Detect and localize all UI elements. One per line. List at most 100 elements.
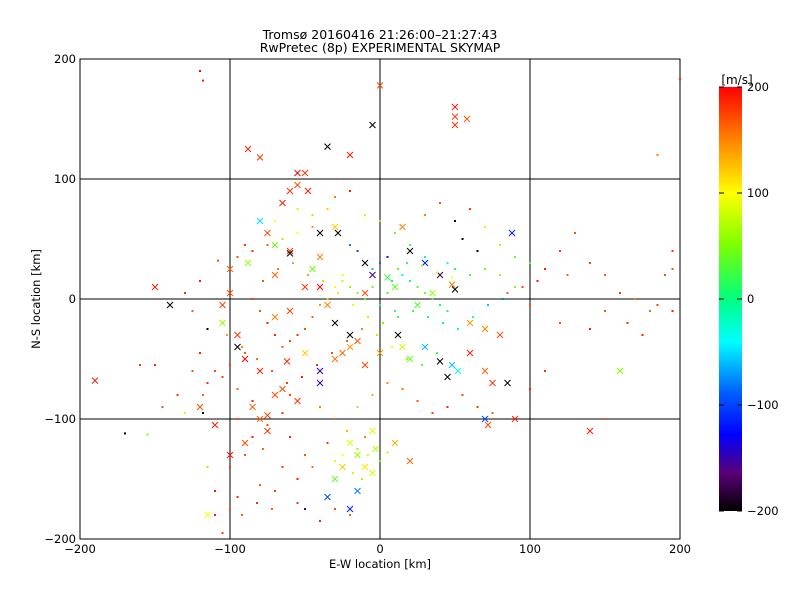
cross-marker [204,511,211,519]
dot-marker [206,382,209,384]
cross-marker [504,379,511,387]
cross-marker [369,271,376,279]
dot-marker [271,370,273,372]
cross-marker [444,373,451,381]
chart-title: Tromsø 20160416 21:26:00–21:27:43 [262,27,498,42]
cross-marker [376,82,384,89]
dot-marker [502,298,504,300]
cross-marker [448,281,456,288]
dot-marker [311,466,314,468]
dot-marker [454,220,456,222]
dot-marker [367,454,369,456]
dot-marker [397,316,399,318]
colorbar-tick-label: −200 [747,504,779,518]
colorbar-tick-label: −100 [747,398,779,412]
cross-marker [264,427,271,435]
cross-marker [151,283,159,291]
colorbar-tick-label: 0 [747,292,754,306]
dot-marker [352,304,354,306]
dot-marker [421,364,423,366]
dot-marker [461,238,464,240]
y-tick-label: 200 [54,52,76,66]
cross-marker [463,115,471,123]
dot-marker [656,304,659,306]
cross-marker [372,445,379,453]
dot-marker [649,310,651,312]
cross-marker [234,343,241,351]
cross-marker [279,199,286,207]
cross-marker [271,391,279,399]
dot-marker [409,280,411,282]
dot-marker [319,406,321,408]
dot-marker [349,514,351,516]
dot-marker [184,292,186,294]
dot-marker [499,244,501,246]
dot-marker [262,448,264,450]
dot-marker [296,334,299,336]
dot-marker [446,310,449,312]
cross-marker [264,412,271,419]
dot-marker [262,280,264,282]
cross-marker [339,463,346,471]
dot-marker [311,316,314,318]
cross-marker [451,286,459,293]
dot-marker [484,268,486,270]
dot-marker [431,298,434,300]
dot-marker [589,262,591,264]
dot-marker [346,430,348,432]
cross-marker [283,358,291,365]
grid-lines [80,59,680,539]
cross-marker [271,241,279,249]
cross-marker [361,259,369,267]
cross-marker [394,331,402,339]
dot-marker [386,382,389,384]
dot-marker [379,220,381,222]
dot-marker [421,264,423,267]
dot-marker [454,268,456,270]
colorbar-unit-label: [m/s] [721,73,752,87]
dot-marker [289,436,291,438]
dot-marker [124,432,126,435]
dot-marker [626,322,629,324]
dot-marker [274,220,276,222]
dot-marker [424,292,426,294]
dot-marker [277,268,279,270]
dot-marker [371,268,374,270]
dot-marker [536,280,539,282]
dot-marker [289,394,291,396]
dot-marker [401,388,404,390]
dot-marker [529,304,531,306]
dot-marker [229,364,231,366]
dot-marker [559,322,561,324]
dot-marker [671,250,674,252]
dot-marker [544,268,546,270]
dot-marker [394,232,396,234]
cross-marker [286,247,294,255]
dot-marker [619,292,621,294]
dot-marker [364,436,366,438]
cross-marker [354,487,361,495]
dot-marker [406,262,408,264]
cross-marker [334,229,342,237]
dot-marker [271,508,273,510]
dot-marker [544,370,546,372]
cross-marker [264,229,271,237]
dot-marker [371,394,374,396]
y-tick-label: −100 [44,412,76,426]
cross-marker [451,113,459,120]
dot-marker [334,286,336,288]
dot-marker [379,460,381,462]
dot-marker [331,352,333,354]
dot-marker [236,496,239,498]
dot-marker [356,250,359,252]
cross-marker [196,403,204,411]
dot-marker [371,286,374,288]
dot-marker [664,274,666,276]
dot-marker [202,394,204,396]
dot-marker [487,304,489,306]
cross-marker [454,367,462,375]
cross-marker [406,457,414,465]
cross-marker [294,169,301,177]
dot-marker [326,442,329,444]
cross-marker [244,145,252,153]
